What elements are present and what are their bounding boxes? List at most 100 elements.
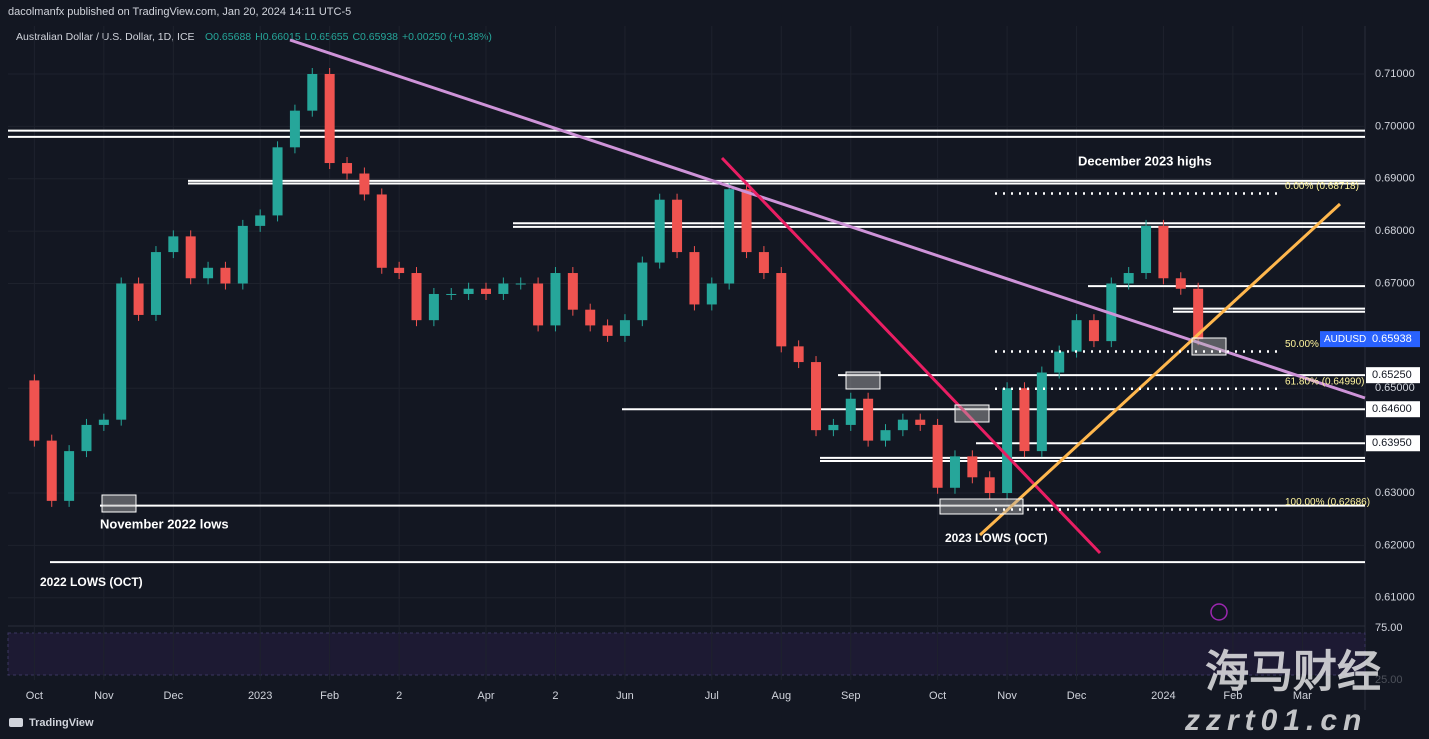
- candle: [1158, 225, 1169, 279]
- x-tick-label: Sep: [841, 690, 861, 702]
- candle: [741, 189, 752, 253]
- candle: [185, 236, 196, 279]
- candle: [376, 194, 387, 268]
- candle: [272, 147, 283, 216]
- candle: [880, 430, 891, 441]
- candle: [411, 273, 422, 321]
- fib-label: 0.00% (0.68718): [1285, 181, 1359, 192]
- candle: [1036, 372, 1047, 452]
- candle: [1002, 388, 1013, 494]
- candle: [672, 199, 683, 253]
- candle: [498, 283, 509, 294]
- candle: [949, 456, 960, 488]
- fib-label: 61.80% (0.64990): [1285, 376, 1365, 387]
- x-tick-label: 2023: [248, 690, 272, 702]
- y-tick-label: 0.68000: [1375, 225, 1415, 237]
- candle: [150, 252, 161, 315]
- x-tick-label: 2: [396, 690, 402, 702]
- candle: [602, 325, 613, 336]
- candle: [1054, 351, 1065, 373]
- level-tag: [1366, 367, 1420, 384]
- candle: [689, 252, 700, 305]
- x-tick-label: Oct: [929, 690, 946, 702]
- symbol-tag: [1320, 331, 1366, 348]
- candle: [480, 288, 491, 294]
- candle: [98, 419, 109, 425]
- level-tag: [1366, 401, 1420, 418]
- zone-box: [845, 371, 881, 390]
- x-tick-label: 2: [552, 690, 558, 702]
- rsi-band: [7, 632, 1366, 676]
- candle: [637, 262, 648, 321]
- annotation: November 2022 lows: [100, 516, 229, 531]
- y-tick-label: 0.71000: [1375, 68, 1415, 80]
- candle: [46, 440, 57, 501]
- level-tag: [1366, 435, 1420, 452]
- x-tick-label: Jul: [705, 690, 719, 702]
- footer-brand: TradingView: [29, 717, 94, 729]
- y-tick-label: 0.70000: [1375, 120, 1415, 132]
- x-tick-label: Apr: [477, 690, 494, 702]
- y-tick-label: 0.65000: [1375, 382, 1415, 394]
- trendline-steep: [720, 156, 1102, 555]
- ohlc-value: H0.66015: [255, 31, 301, 43]
- candle: [758, 252, 769, 274]
- x-tick-label: Dec: [164, 690, 184, 702]
- trendline-descending: [289, 38, 1366, 400]
- x-tick-label: Oct: [26, 690, 43, 702]
- annotation: December 2023 highs: [1078, 153, 1212, 168]
- alert-icon[interactable]: [1210, 603, 1228, 621]
- y-tick-label: 0.63000: [1375, 487, 1415, 499]
- candle: [897, 419, 908, 431]
- x-tick-label: Feb: [1223, 690, 1242, 702]
- candle: [133, 283, 144, 315]
- candle: [533, 283, 544, 326]
- x-tick-label: Jun: [616, 690, 634, 702]
- candle: [307, 73, 318, 111]
- x-tick-label: Nov: [94, 690, 114, 702]
- rsi-tick-label: 25.00: [1375, 674, 1403, 686]
- ohlc-value: O0.65688: [205, 31, 251, 43]
- candle: [776, 273, 787, 347]
- price-tag-label: 0.65938: [1372, 333, 1412, 345]
- candle: [394, 267, 405, 274]
- candle: [359, 173, 370, 195]
- published-line: dacolmanfx published on TradingView.com,…: [8, 6, 351, 18]
- ohlc-row: O0.65688 H0.66015 L0.65655 C0.65938 +0.00250…: [205, 31, 492, 43]
- candle: [1071, 320, 1082, 352]
- candle: [811, 362, 822, 431]
- zone-box: [101, 494, 137, 513]
- candle: [289, 110, 300, 148]
- candle: [567, 273, 578, 310]
- candle: [463, 288, 474, 294]
- candle: [1175, 278, 1186, 289]
- candle: [237, 225, 248, 284]
- annotation: 2022 LOWS (OCT): [40, 575, 143, 589]
- candle: [446, 293, 457, 295]
- fib-label: 50.00%: [1285, 339, 1319, 350]
- symbol-title: Australian Dollar / U.S. Dollar, 1D, ICE: [16, 31, 195, 43]
- candle: [863, 398, 874, 441]
- rsi-tick-label: 75.00: [1375, 622, 1403, 634]
- x-tick-label: Aug: [771, 690, 791, 702]
- footer-bar: [0, 710, 1429, 739]
- candle: [967, 456, 978, 478]
- candle: [932, 424, 943, 488]
- candle: [1088, 320, 1099, 342]
- candle: [585, 309, 596, 326]
- tv-logo: [9, 718, 23, 727]
- x-tick-label: Dec: [1067, 690, 1087, 702]
- candle: [515, 283, 526, 285]
- x-tick-label: Mar: [1293, 690, 1312, 702]
- watermark-url: zzrt01.cn: [1184, 704, 1367, 737]
- candle: [828, 424, 839, 431]
- x-tick-label: 2024: [1151, 690, 1175, 702]
- candle: [654, 199, 665, 263]
- y-tick-label: 0.69000: [1375, 173, 1415, 185]
- candle: [1193, 288, 1204, 340]
- price-tag: [1366, 331, 1420, 348]
- x-tick-label: Feb: [320, 690, 339, 702]
- candle: [168, 236, 179, 253]
